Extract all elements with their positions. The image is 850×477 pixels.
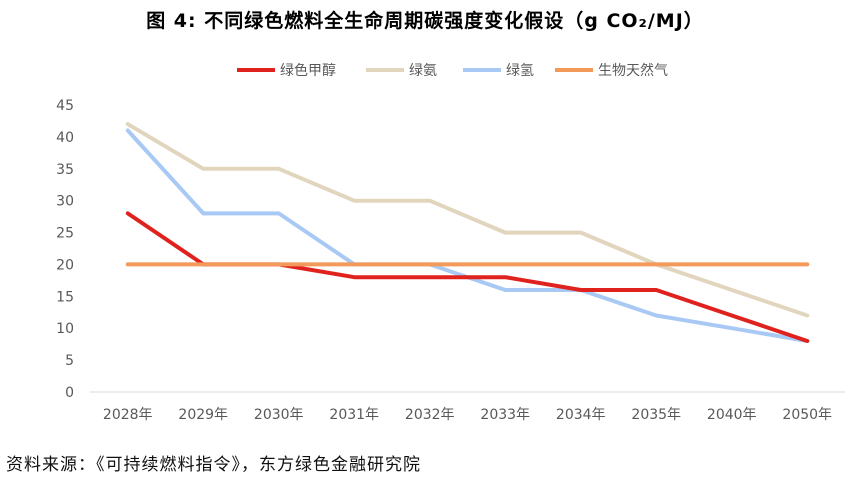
- x-tick-label: 2050年: [782, 407, 832, 423]
- y-tick-label: 40: [56, 130, 74, 146]
- y-tick-label: 0: [65, 385, 74, 401]
- chart-title: 图 4: 不同绿色燃料全生命周期碳强度变化假设（g CO₂/MJ）: [146, 10, 704, 32]
- y-tick-label: 5: [65, 353, 74, 369]
- x-tick-label: 2031年: [329, 407, 379, 423]
- x-tick-label: 2030年: [254, 407, 304, 423]
- legend-label: 生物天然气: [598, 62, 668, 79]
- y-tick-label: 20: [56, 257, 74, 273]
- x-tick-label: 2029年: [178, 407, 228, 423]
- y-tick-label: 25: [56, 226, 74, 242]
- legend-item: 绿色甲醇: [237, 62, 336, 79]
- x-axis-tick-labels: 2028年 2029年 2030年 2031年 2032年 2033年 2034年 2035年…: [103, 407, 832, 423]
- legend-item: 生物天然气: [555, 62, 668, 79]
- y-tick-label: 35: [56, 162, 74, 178]
- series-line-1: [125, 122, 810, 318]
- x-tick-label: 2040年: [707, 407, 757, 423]
- x-tick-label: 2035年: [631, 407, 681, 423]
- legend-label: 绿氨: [409, 63, 437, 79]
- legend-item: 绿氨: [366, 63, 437, 79]
- x-tick-label: 2033年: [480, 407, 530, 423]
- legend-item: 绿氢: [463, 63, 534, 79]
- x-tick-label: 2028年: [103, 407, 153, 423]
- x-tick-label: 2034年: [556, 407, 606, 423]
- y-tick-label: 45: [56, 98, 74, 114]
- source-note: 资料来源：《可持续燃料指令》，东方绿色金融研究院: [6, 455, 421, 475]
- x-tick-label: 2032年: [405, 407, 455, 423]
- legend: 绿色甲醇 绿氨 绿氢 生物天然气: [237, 62, 668, 79]
- series-lines: [125, 122, 810, 343]
- series-line-2: [125, 128, 810, 343]
- y-tick-label: 15: [56, 289, 74, 305]
- y-axis-tick-labels: 0 5 10 15 20 25 30 35 40 45: [56, 98, 74, 401]
- legend-label: 绿氢: [506, 63, 534, 79]
- legend-label: 绿色甲醇: [280, 62, 336, 79]
- y-tick-label: 30: [56, 194, 74, 210]
- y-tick-label: 10: [56, 321, 74, 337]
